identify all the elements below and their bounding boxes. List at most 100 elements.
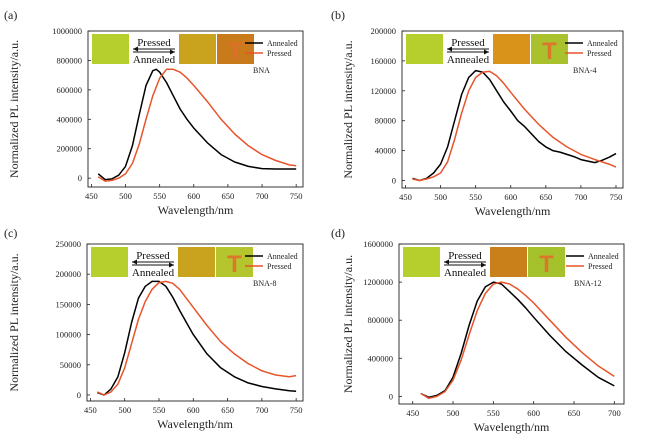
x-tick-label: 750 <box>290 405 303 415</box>
chart-panel-4: (d) 450 500 550 600 650 700 0 400000 800000 120000… <box>331 226 625 434</box>
x-tick-label: 450 <box>84 405 97 415</box>
inset-arrowhead-pressed <box>133 46 138 52</box>
inset-film-pressed <box>91 247 128 277</box>
series-line-pressed <box>96 280 297 396</box>
chart-panel-1: (a) 450 500 550 600 650 700 750 0 200000 400000 600… <box>4 8 304 217</box>
y-tick-label: 0 <box>77 390 81 400</box>
legend-label-pressed: Pressed <box>587 49 611 58</box>
inset-stamp-letter: T <box>539 251 554 278</box>
inset-film-annealed <box>490 247 527 277</box>
legend-label-annealed: Annealed <box>267 252 298 261</box>
x-tick-label: 650 <box>221 405 234 415</box>
inset-arrowhead-pressed <box>447 46 452 52</box>
y-tick-label: 100000 <box>56 330 82 340</box>
x-tick-label: 700 <box>608 408 621 418</box>
y-tick-label: 1600000 <box>363 239 393 249</box>
x-axis-label: Wavelength/nm <box>475 204 551 218</box>
inset-annealed-label: Annealed <box>447 54 490 66</box>
y-tick-label: 160000 <box>371 56 397 66</box>
y-tick-label: 600000 <box>57 85 83 95</box>
sample-label: BNA-8 <box>253 279 277 288</box>
y-tick-label: 200000 <box>56 269 82 279</box>
inset-arrowhead-pressed <box>444 259 449 265</box>
inset-arrowhead-annealed <box>170 49 175 55</box>
legend-label-annealed: Annealed <box>587 39 618 48</box>
sample-label: BNA-12 <box>574 279 602 288</box>
y-tick-label: 800000 <box>57 55 83 65</box>
chart-panel-3: (c) 450 500 550 600 650 700 750 0 50000 100000 1500… <box>4 226 304 431</box>
x-tick-label: 600 <box>187 405 200 415</box>
y-tick-label: 120000 <box>371 86 397 96</box>
inset-film-stamp <box>531 34 568 64</box>
x-tick-label: 450 <box>85 191 98 201</box>
y-tick-label: 800000 <box>368 315 394 325</box>
x-tick-label: 700 <box>255 405 268 415</box>
legend-label-pressed: Pressed <box>588 262 612 271</box>
inset-stamp-letter: T <box>228 38 243 65</box>
x-tick-label: 550 <box>469 192 482 202</box>
inset-arrowhead-annealed <box>169 262 174 268</box>
inset-annealed-label: Annealed <box>132 267 175 279</box>
chart-panel-2: (b) 450 500 550 600 650 700 750 0 40000 80000 12000… <box>331 8 624 218</box>
legend-label-pressed: Pressed <box>267 49 291 58</box>
inset-film-pressed <box>92 34 129 64</box>
x-axis-label: Wavelength/nm <box>157 417 233 431</box>
inset-film-stamp <box>528 247 565 277</box>
panel-label: (b) <box>331 8 345 22</box>
panel-label: (a) <box>4 8 17 22</box>
y-axis-label: Normalized PL intensity/a.u. <box>7 40 21 178</box>
inset-film-stamp <box>216 247 253 277</box>
inset-stamp-letter: T <box>227 251 242 278</box>
inset-film-annealed <box>179 34 216 64</box>
inset-pressed-label: Pressed <box>451 37 485 49</box>
y-tick-label: 1200000 <box>363 277 393 287</box>
x-tick-label: 700 <box>256 191 269 201</box>
x-axis-label: Wavelength/nm <box>474 420 550 434</box>
inset-pressed-label: Pressed <box>448 250 482 262</box>
inset-film-pressed <box>406 34 443 64</box>
y-tick-label: 1000000 <box>52 26 82 36</box>
x-tick-label: 450 <box>399 192 412 202</box>
series-line-pressed <box>412 70 617 182</box>
x-tick-label: 650 <box>568 408 581 418</box>
series-line-annealed <box>420 281 615 399</box>
series-line-pressed <box>420 281 615 400</box>
x-tick-label: 700 <box>575 192 588 202</box>
x-tick-label: 500 <box>434 192 447 202</box>
series-line-pressed <box>97 68 297 182</box>
legend-label-pressed: Pressed <box>267 262 291 271</box>
inset-pressed-label: Pressed <box>136 250 170 262</box>
y-tick-label: 400000 <box>368 353 394 363</box>
y-tick-label: 400000 <box>57 114 83 124</box>
x-tick-label: 600 <box>187 191 200 201</box>
y-tick-label: 50000 <box>60 360 81 370</box>
inset-annealed-label: Annealed <box>133 54 176 66</box>
series-line-annealed <box>97 280 297 396</box>
y-tick-label: 0 <box>392 176 396 186</box>
x-tick-label: 550 <box>153 191 166 201</box>
inset-annealed-label: Annealed <box>444 267 487 279</box>
y-tick-label: 200000 <box>371 26 397 36</box>
y-axis-label: Normalized PL intensity/a.u. <box>341 40 355 178</box>
y-axis-label: Normalized PL intensity/a.u. <box>341 255 355 393</box>
y-tick-label: 150000 <box>56 299 82 309</box>
x-tick-label: 750 <box>610 192 623 202</box>
inset-arrowhead-annealed <box>484 49 489 55</box>
x-tick-label: 650 <box>539 192 552 202</box>
y-tick-label: 0 <box>78 173 82 183</box>
inset-film-pressed <box>403 247 440 277</box>
legend-label-annealed: Annealed <box>267 39 298 48</box>
y-tick-label: 200000 <box>57 144 83 154</box>
plot-frame <box>398 243 625 405</box>
sample-label: BNA-4 <box>573 66 597 75</box>
y-tick-label: 40000 <box>375 146 396 156</box>
plot-frame <box>401 30 624 189</box>
x-tick-label: 500 <box>118 405 131 415</box>
inset-pressed-label: Pressed <box>137 37 171 49</box>
x-axis-label: Wavelength/nm <box>158 203 234 217</box>
plot-frame <box>87 30 304 188</box>
series-line-annealed <box>97 68 297 181</box>
inset-film-stamp <box>217 34 254 64</box>
